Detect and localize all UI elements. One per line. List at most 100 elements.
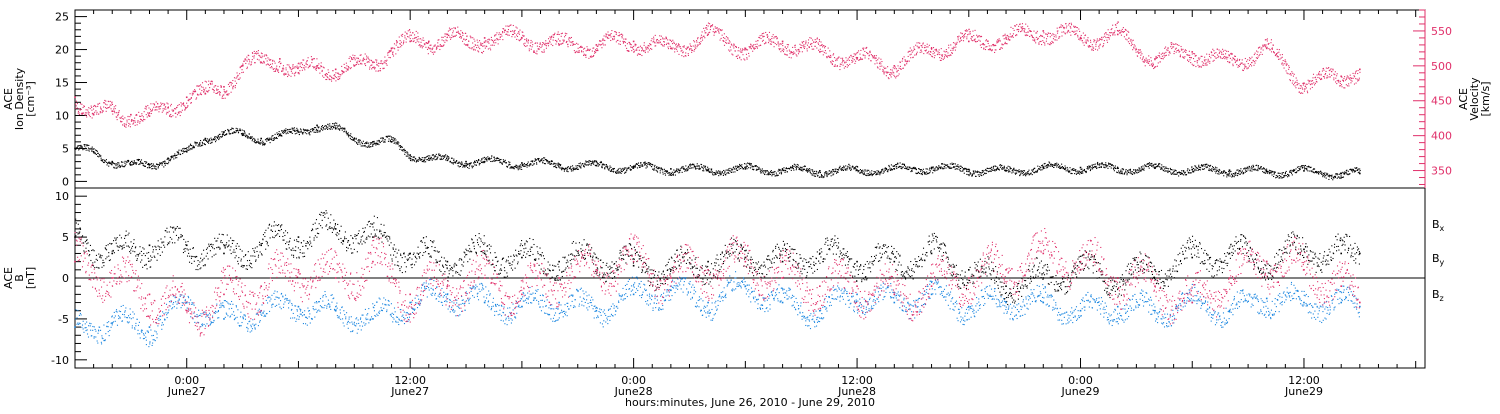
ion-density-point xyxy=(841,168,842,169)
ion-density-point xyxy=(393,137,394,138)
velocity-point xyxy=(650,44,651,45)
velocity-point xyxy=(269,65,270,66)
ion-density-point xyxy=(490,158,491,159)
velocity-point xyxy=(285,74,286,75)
velocity-point xyxy=(474,41,475,42)
velocity-point xyxy=(302,70,303,71)
ion-density-point xyxy=(1232,176,1233,177)
ion-density-point xyxy=(649,162,650,163)
velocity-point xyxy=(430,45,431,46)
velocity-point xyxy=(559,34,560,35)
velocity-point xyxy=(486,46,487,47)
ion-density-point xyxy=(162,165,163,166)
ion-density-point xyxy=(509,168,510,169)
ion-density-point xyxy=(1259,169,1260,170)
velocity-point xyxy=(600,41,601,42)
velocity-point xyxy=(120,118,121,119)
velocity-point xyxy=(391,50,392,51)
velocity-point xyxy=(599,41,600,42)
ion-density-point xyxy=(399,149,400,150)
velocity-point xyxy=(252,59,253,60)
ion-density-point xyxy=(702,170,703,171)
velocity-point xyxy=(367,62,368,63)
ion-density-point xyxy=(1282,172,1283,173)
ion-density-point xyxy=(1279,175,1280,176)
ion-density-point xyxy=(1046,165,1047,166)
ion-density-point xyxy=(238,132,239,133)
ion-density-point xyxy=(1059,168,1060,169)
ion-density-point xyxy=(1141,166,1142,167)
velocity-point xyxy=(261,57,262,58)
velocity-point xyxy=(175,108,176,109)
ion-density-point xyxy=(1042,169,1043,170)
velocity-point xyxy=(482,46,483,47)
velocity-point xyxy=(131,119,132,120)
velocity-point xyxy=(422,47,423,48)
ion-density-point xyxy=(1245,172,1246,173)
ion-density-point xyxy=(733,166,734,167)
velocity-point xyxy=(251,61,252,62)
ion-density-point xyxy=(156,169,157,170)
ion-density-point xyxy=(84,146,85,147)
ion-density-point xyxy=(301,131,302,132)
ion-density-point xyxy=(931,168,932,169)
velocity-point xyxy=(229,86,230,87)
ion-density-point xyxy=(106,159,107,160)
ion-density-point xyxy=(205,144,206,145)
ion-density-point xyxy=(656,170,657,171)
ion-density-point xyxy=(390,140,391,141)
ion-density-point xyxy=(1337,178,1338,179)
ion-density-point xyxy=(118,162,119,163)
ion-density-point xyxy=(1321,172,1322,173)
velocity-point xyxy=(573,44,574,45)
ion-density-point xyxy=(1200,167,1201,168)
ion-density-point xyxy=(1328,179,1329,180)
velocity-point xyxy=(106,108,107,109)
ion-density-point xyxy=(612,168,613,169)
ion-density-point xyxy=(811,169,812,170)
ion-density-point xyxy=(1270,170,1271,171)
ion-density-point xyxy=(164,163,165,164)
ion-density-point xyxy=(1080,167,1082,169)
ion-density-point xyxy=(1257,169,1258,170)
velocity-point xyxy=(321,66,322,67)
ion-density-point xyxy=(207,138,208,139)
ion-density-point xyxy=(750,165,751,166)
ion-density-point xyxy=(441,156,442,157)
ion-density-point xyxy=(1322,176,1323,177)
velocity-point xyxy=(441,37,442,38)
ion-density-point xyxy=(1077,171,1078,172)
ion-density-point xyxy=(826,174,827,175)
ion-density-point xyxy=(549,162,550,163)
ion-density-point xyxy=(280,133,281,134)
ion-density-point xyxy=(1237,173,1238,174)
ion-density-point xyxy=(274,137,275,138)
velocity-point xyxy=(176,107,177,108)
velocity-point xyxy=(510,24,511,25)
velocity-point xyxy=(347,70,348,71)
velocity-point xyxy=(612,39,613,40)
ion-density-point xyxy=(320,130,321,131)
velocity-point xyxy=(160,108,161,109)
ion-density-point xyxy=(527,165,528,166)
velocity-point xyxy=(639,54,640,55)
ion-density-point xyxy=(1149,165,1150,166)
ion-density-point xyxy=(1130,170,1131,171)
ion-density-point xyxy=(922,170,923,171)
velocity-point xyxy=(100,112,101,113)
ion-density-point xyxy=(1105,162,1106,163)
velocity-point xyxy=(434,45,435,46)
ion-density-point xyxy=(1109,166,1110,167)
ion-density-point xyxy=(862,170,863,171)
ion-density-point xyxy=(613,169,614,170)
ion-density-point xyxy=(1020,174,1021,175)
velocity-point xyxy=(160,102,161,103)
velocity-point xyxy=(438,39,439,40)
velocity-point xyxy=(654,42,655,43)
velocity-point xyxy=(247,61,248,62)
velocity-point xyxy=(435,44,436,45)
ion-density-point xyxy=(722,171,723,172)
velocity-point xyxy=(428,48,429,49)
velocity-point xyxy=(396,45,397,46)
ion-density-point xyxy=(1069,171,1070,172)
